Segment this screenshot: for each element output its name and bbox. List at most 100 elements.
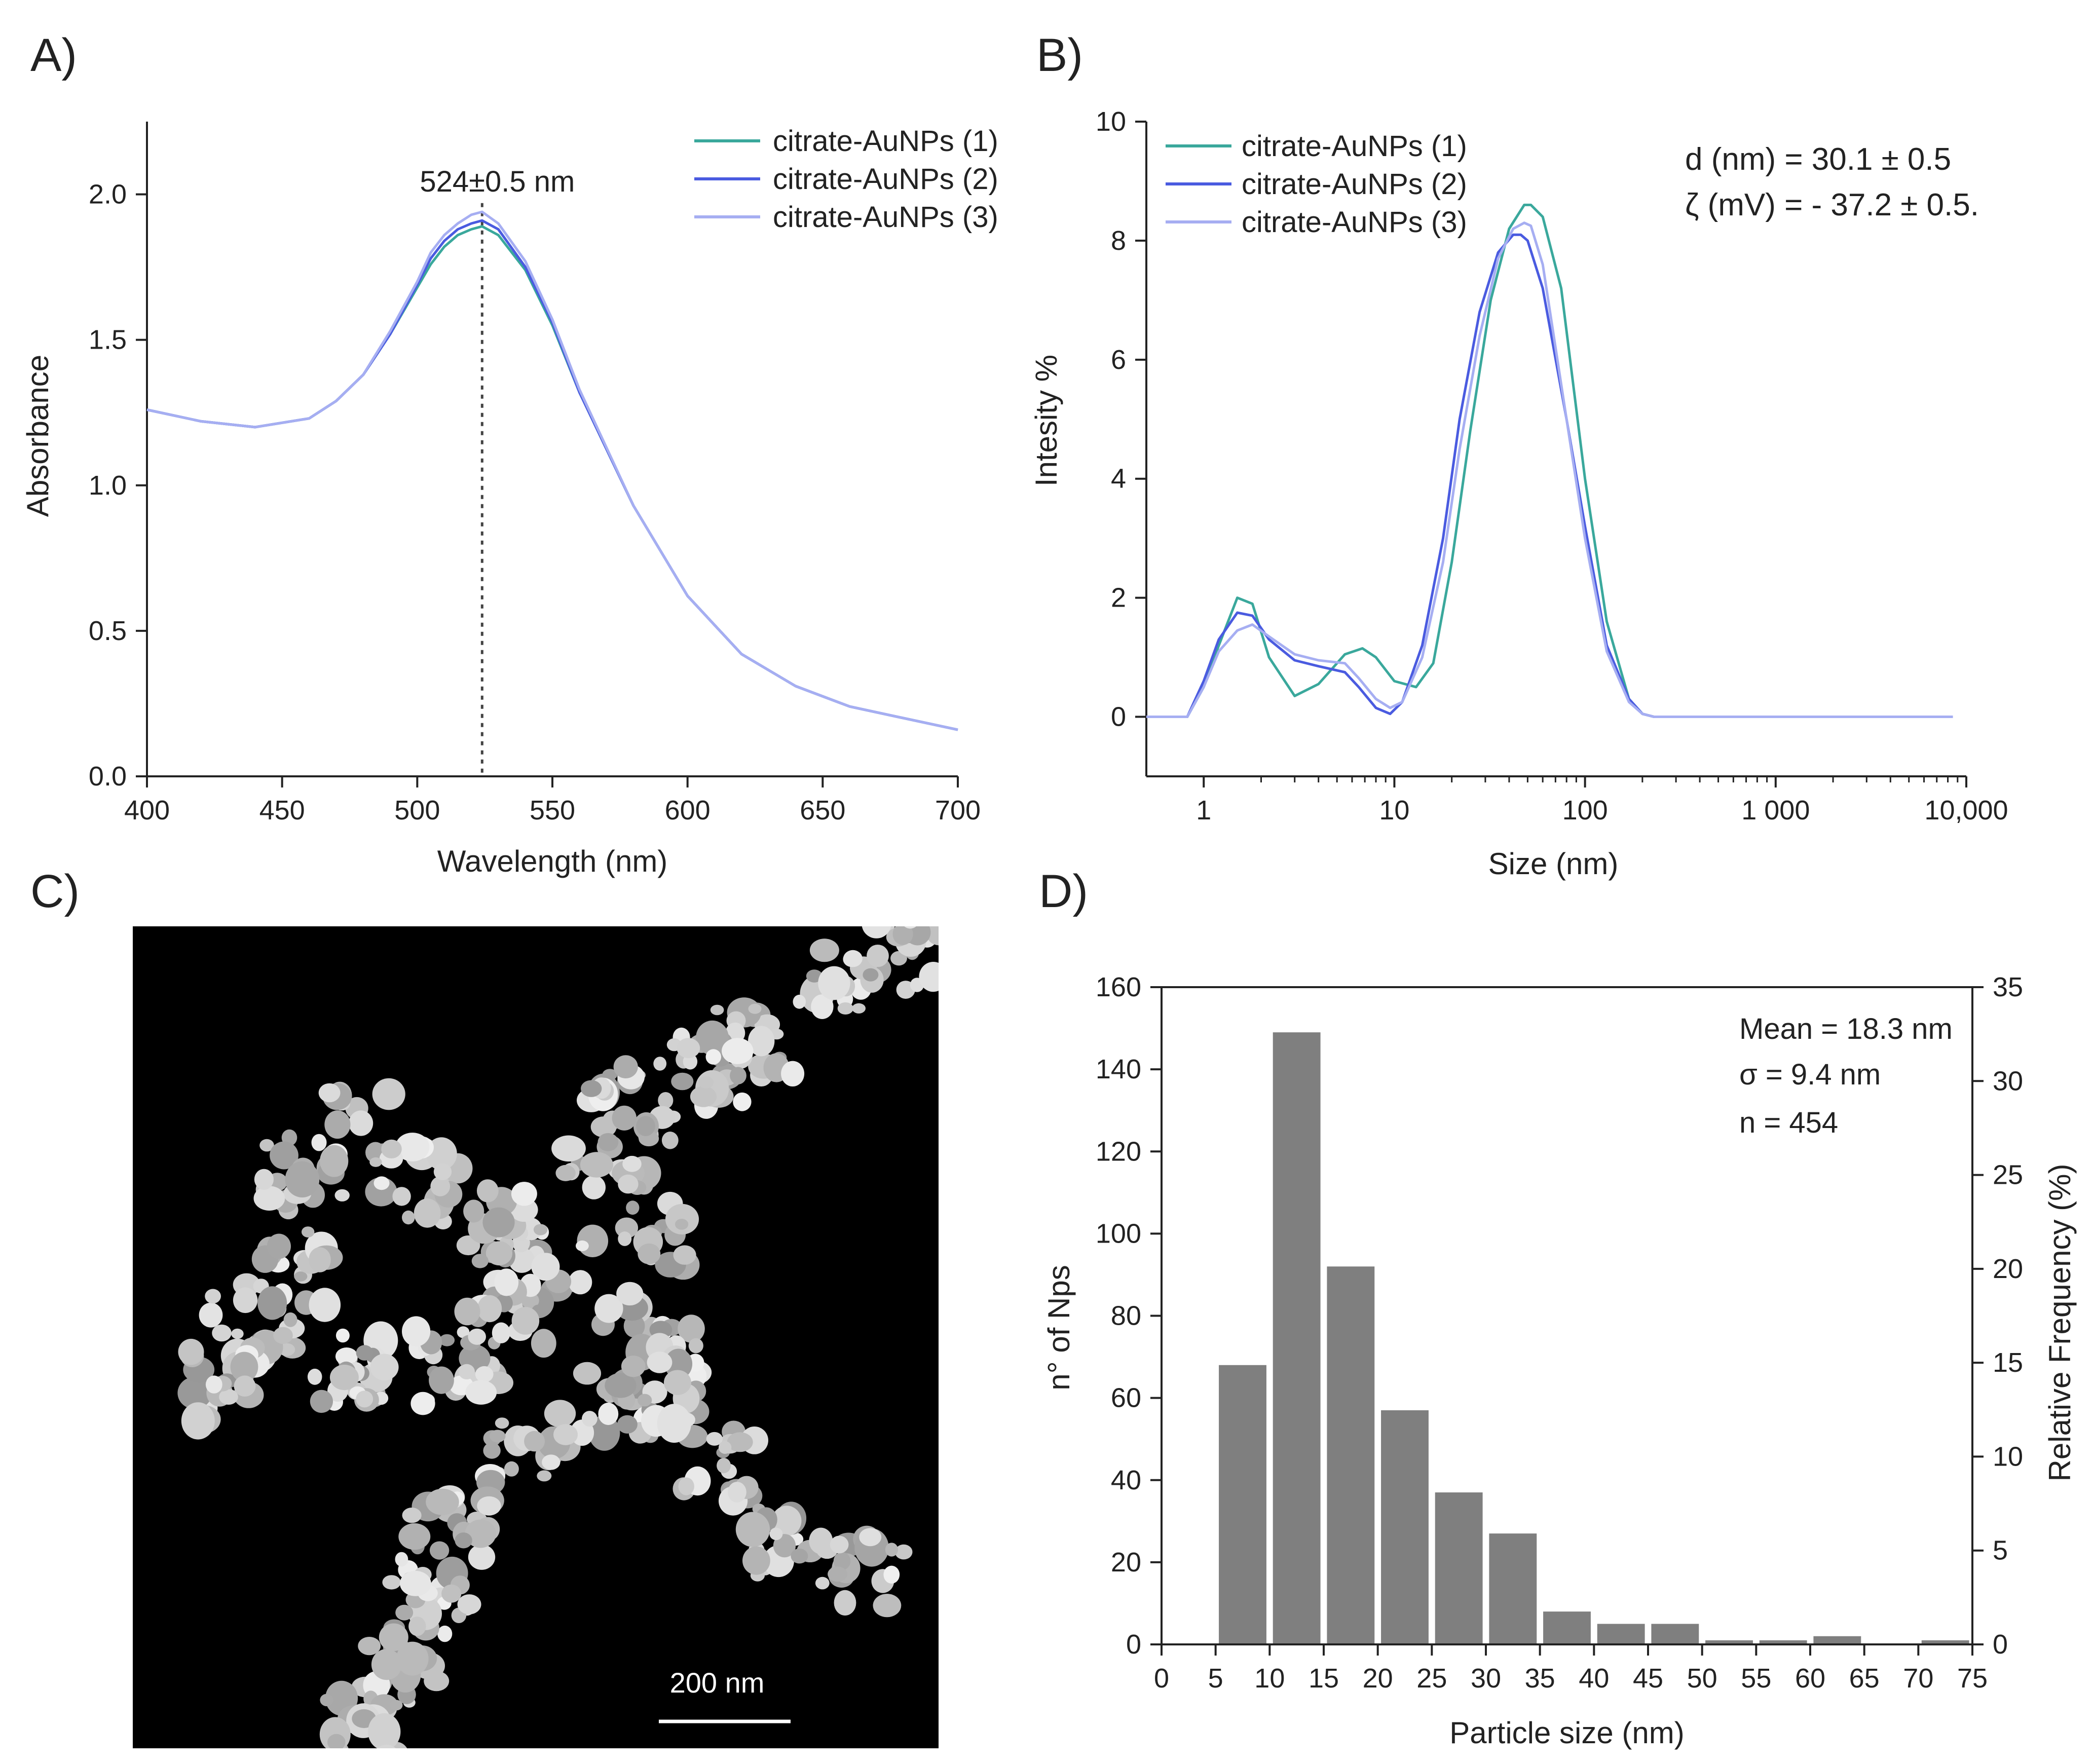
chart-d-x-tick-label: 0 <box>1154 1663 1169 1694</box>
particle <box>678 1477 694 1495</box>
particle <box>354 1751 367 1764</box>
chart-d-y-axis-label: n° of Nps <box>1042 1265 1076 1390</box>
chart-d-y-axis-label-right: Relative Frequency (%) <box>2043 1164 2077 1482</box>
chart-a-legend: citrate-AuNPs (1) citrate-AuNPs (2) citr… <box>694 125 998 234</box>
particle <box>373 1176 390 1190</box>
particle <box>410 1392 435 1415</box>
particle <box>833 1552 851 1570</box>
particle <box>429 1541 450 1560</box>
particle <box>638 1243 661 1264</box>
particle <box>471 1254 489 1268</box>
particle <box>617 1415 638 1434</box>
chart-d-y-tick-label: 140 <box>1096 1054 1141 1084</box>
particle <box>476 1179 499 1203</box>
particle <box>937 913 953 926</box>
particle <box>542 1454 560 1470</box>
particle <box>454 1297 480 1326</box>
particle <box>658 1092 674 1109</box>
chart-d-x-tick-label: 25 <box>1416 1663 1447 1694</box>
histogram-bar <box>1489 1533 1537 1644</box>
legend-label-b-2: citrate-AuNPs (2) <box>1242 168 1467 201</box>
chart-b-x-axis-label: Size (nm) <box>1488 847 1619 881</box>
particle <box>612 1105 637 1131</box>
particle <box>283 1312 297 1327</box>
particle <box>408 1617 426 1636</box>
chart-a: Absorbance Wavelength (nm) 400 450 500 550 6… <box>21 122 998 878</box>
particle <box>815 1577 830 1590</box>
chart-d-y-tick-label: 60 <box>1111 1383 1141 1413</box>
particle <box>309 1288 341 1322</box>
particle <box>270 1141 298 1170</box>
chart-b-y-axis-label: Intesity % <box>1029 355 1063 486</box>
chart-a-x-tick-label: 450 <box>259 795 305 825</box>
particle <box>904 926 916 929</box>
particle <box>358 1637 381 1656</box>
particle <box>234 1375 256 1397</box>
particle <box>414 1198 441 1228</box>
histogram-bar <box>1435 1492 1483 1644</box>
particle <box>690 1086 717 1107</box>
particle <box>859 1528 882 1547</box>
chart-b-x-tick-label: 1 000 <box>1741 795 1810 825</box>
chart-a-x-tick-label: 500 <box>394 795 440 825</box>
particle <box>311 1134 327 1151</box>
chart-a-x-tick-label: 600 <box>665 795 711 825</box>
particle <box>582 1411 597 1427</box>
particle <box>457 1594 481 1615</box>
legend-label-a-1: citrate-AuNPs (1) <box>773 125 998 158</box>
particle <box>735 1512 770 1547</box>
particle <box>748 1003 762 1014</box>
particle <box>769 1527 783 1541</box>
particle <box>706 1432 723 1446</box>
particle <box>618 1231 632 1246</box>
particle <box>531 1253 560 1281</box>
particle <box>671 1072 694 1091</box>
chart-b-x-tick-label: 1 <box>1196 795 1211 825</box>
chart-a-peak-label: 524±0.5 nm <box>420 165 575 198</box>
particle <box>511 1182 537 1206</box>
particle <box>402 1508 422 1523</box>
particle <box>294 1271 308 1282</box>
particle <box>613 1055 638 1079</box>
particle <box>673 1245 696 1265</box>
chart-d-x-tick-label: 20 <box>1363 1663 1393 1694</box>
particle <box>368 1713 401 1748</box>
particle <box>465 1380 497 1405</box>
particle <box>441 1584 462 1603</box>
chart-b-y-tick-label: 10 <box>1096 106 1126 137</box>
particle <box>730 1067 746 1084</box>
particle <box>205 1375 222 1394</box>
particle <box>622 1155 642 1172</box>
particle <box>356 1391 373 1408</box>
particle <box>433 1163 452 1180</box>
legend-label-b-3: citrate-AuNPs (3) <box>1242 206 1467 239</box>
particle <box>424 1671 450 1692</box>
chart-d-y-tick-label-right: 10 <box>1993 1441 2023 1472</box>
histogram-bar <box>1759 1640 1807 1644</box>
particle <box>710 1004 724 1016</box>
particle <box>748 1026 775 1057</box>
particle <box>733 1092 752 1111</box>
particle <box>402 1316 431 1346</box>
particle <box>267 1233 291 1259</box>
chart-b-y-tick-label: 8 <box>1111 226 1126 256</box>
particle <box>618 1174 639 1194</box>
particle <box>329 1751 357 1764</box>
chart-d-y-tick-label: 20 <box>1111 1547 1141 1578</box>
chart-d-y-tick-label: 40 <box>1111 1465 1141 1495</box>
particle <box>483 1442 501 1459</box>
particle <box>705 1049 722 1065</box>
particle <box>396 1641 429 1676</box>
chart-b-y-tick-label: 6 <box>1111 345 1126 375</box>
chart-d-y-tick-label: 80 <box>1111 1301 1141 1331</box>
particle <box>379 1623 408 1652</box>
particle <box>533 1224 548 1235</box>
particle <box>728 1482 746 1503</box>
particle <box>653 1057 667 1071</box>
particle <box>257 1286 287 1320</box>
particle <box>395 1604 414 1621</box>
particle <box>553 1424 578 1445</box>
particle <box>894 1544 913 1560</box>
particle <box>890 951 907 966</box>
